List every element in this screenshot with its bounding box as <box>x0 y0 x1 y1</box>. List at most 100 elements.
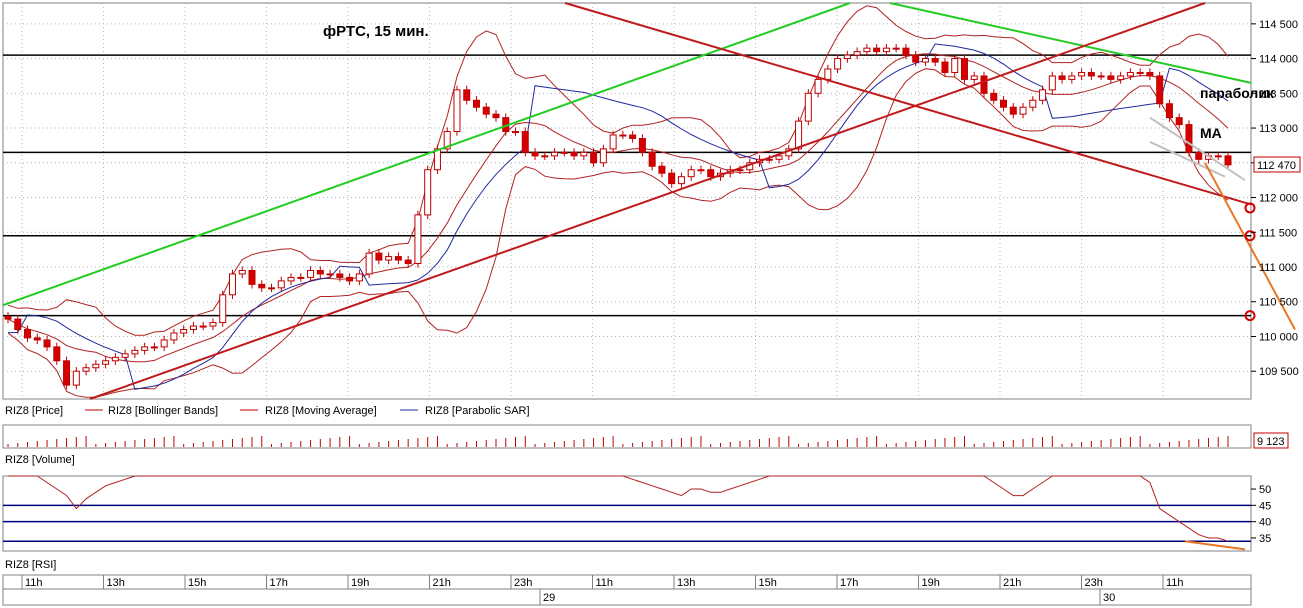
candle-body <box>1000 99 1008 108</box>
bollinger-lower <box>7 68 1229 398</box>
candles <box>4 43 1232 390</box>
candle-body <box>1078 71 1086 77</box>
bollinger-upper <box>7 5 1229 336</box>
candle-body <box>160 339 168 348</box>
candle-body <box>219 294 227 324</box>
candle-body <box>24 329 32 339</box>
candle-body <box>921 58 929 63</box>
candle-body <box>150 346 158 349</box>
candle-body <box>687 169 695 178</box>
candle-body <box>141 346 149 351</box>
candle-body <box>834 58 842 70</box>
gray-projection-1 <box>1149 116 1246 181</box>
moving-average <box>7 53 1229 363</box>
candle-body <box>482 106 490 115</box>
time-tick-label: 17h <box>840 577 858 589</box>
candle-body <box>287 276 295 282</box>
candle-body <box>111 356 119 362</box>
time-axis <box>2 574 1252 606</box>
candle-body <box>902 47 910 56</box>
legend: RIZ8 [Price] RIZ8 [Bollinger Bands] RIZ8… <box>5 405 530 417</box>
day-tick-label: 29 <box>543 592 555 604</box>
candle-body <box>170 332 178 341</box>
candle-body <box>375 252 383 261</box>
annotation-parabolic: параболик <box>1200 85 1275 101</box>
rsi-series: 50 45 40 35 <box>3 475 1271 551</box>
price-panel <box>2 2 1252 400</box>
price-tick-label: 110 000 <box>1259 331 1298 343</box>
candle-body <box>1087 71 1095 77</box>
price-tick-label: 110 500 <box>1259 297 1298 309</box>
candle-body <box>277 280 285 289</box>
red-resistance-line <box>564 2 1252 206</box>
rsi-tick-label: 45 <box>1259 500 1271 512</box>
candle-body <box>1019 106 1027 115</box>
candle-body <box>570 151 578 157</box>
time-tick-label: 11h <box>1166 577 1184 589</box>
volume-panel <box>2 424 1252 449</box>
price-tick-label: 113 000 <box>1259 123 1298 135</box>
candle-body <box>980 75 988 94</box>
candle-body <box>1058 75 1066 80</box>
volume-last-box <box>1253 432 1289 449</box>
candle-body <box>1156 75 1164 105</box>
candle-body <box>912 54 920 63</box>
rsi-tick-label: 40 <box>1259 517 1271 529</box>
candle-body <box>453 89 461 133</box>
candle-body <box>892 47 900 50</box>
candle-body <box>1009 106 1017 115</box>
chart-title: фРТС, 15 мин. <box>323 23 429 40</box>
target-marker <box>1244 310 1256 322</box>
legend-ma: RIZ8 [Moving Average] <box>265 405 377 417</box>
volume-label: RIZ8 [Volume] <box>5 454 75 466</box>
price-tick-label: 114 500 <box>1259 19 1298 31</box>
price-tick-label: 109 500 <box>1259 366 1299 378</box>
candle-body <box>873 47 881 53</box>
candle-body <box>209 322 217 327</box>
candle-body <box>355 273 363 282</box>
candle-body <box>131 349 139 355</box>
red-support-line <box>89 2 1206 400</box>
candle-body <box>843 54 851 60</box>
candle-body <box>268 287 276 290</box>
candle-body <box>541 155 549 158</box>
day-tick-label: 30 <box>1103 592 1115 604</box>
candle-body <box>970 75 978 80</box>
target-marker <box>1244 202 1256 214</box>
rsi-orange-trend <box>1184 540 1246 551</box>
rsi-panel <box>2 475 1252 552</box>
candle-body <box>814 78 822 94</box>
candle-body <box>1107 75 1115 80</box>
candle-body <box>1175 117 1183 126</box>
parabolic-sar <box>7 43 1229 390</box>
candle-body <box>180 329 188 334</box>
candle-body <box>443 131 451 150</box>
time-tick-label: 23h <box>1085 577 1103 589</box>
rsi-tick-label: 50 <box>1259 484 1271 496</box>
time-tick-label: 11h <box>25 577 43 589</box>
candle-body <box>1117 75 1125 80</box>
time-tick-label: 15h <box>188 577 206 589</box>
green-channel-upper <box>2 2 851 307</box>
candle-body <box>990 92 998 101</box>
candle-body <box>72 370 80 386</box>
candle-body <box>863 47 871 53</box>
candle-body <box>102 360 110 365</box>
target-marker <box>1244 230 1256 242</box>
candle-body <box>53 346 61 362</box>
candle-body <box>580 151 588 157</box>
candle-body <box>775 155 783 160</box>
candle-body <box>189 325 197 331</box>
candle-body <box>1097 75 1105 78</box>
candle-body <box>433 148 441 171</box>
candle-body <box>941 61 949 73</box>
candle-body <box>931 58 939 63</box>
candle-body <box>853 51 861 56</box>
time-tick-label: 21h <box>1003 577 1021 589</box>
candle-body <box>33 337 41 341</box>
candle-body <box>1214 155 1222 158</box>
time-tick-label: 13h <box>107 577 125 589</box>
candle-body <box>707 169 715 178</box>
